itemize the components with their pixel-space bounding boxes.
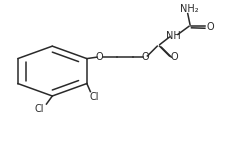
Text: O: O: [207, 22, 214, 32]
Text: O: O: [142, 52, 149, 62]
Text: NH: NH: [166, 31, 181, 41]
Text: NH₂: NH₂: [180, 4, 198, 15]
Text: Cl: Cl: [35, 104, 44, 114]
Text: O: O: [171, 52, 178, 62]
Text: O: O: [96, 52, 104, 62]
Text: Cl: Cl: [89, 92, 99, 102]
